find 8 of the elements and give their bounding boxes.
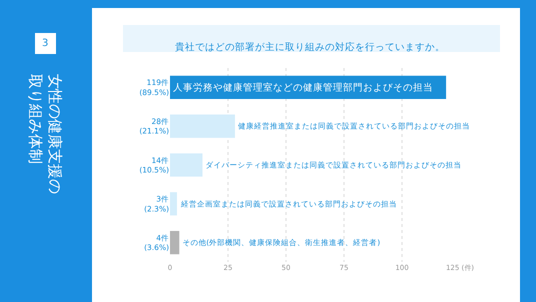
text: 女性の健康支援の取り組み体制 xyxy=(26,74,64,194)
bar xyxy=(170,230,180,254)
bar xyxy=(170,192,177,216)
bar xyxy=(170,153,202,177)
text: 3 xyxy=(42,38,48,49)
y-tick-label: 人事労務や健康管理室などの健康管理部門およびその担当 xyxy=(173,81,433,94)
bar xyxy=(170,114,235,138)
chart-subtitle: 貴社ではどの部署が主に取り組みの対応を行っていますか。 xyxy=(175,41,445,53)
